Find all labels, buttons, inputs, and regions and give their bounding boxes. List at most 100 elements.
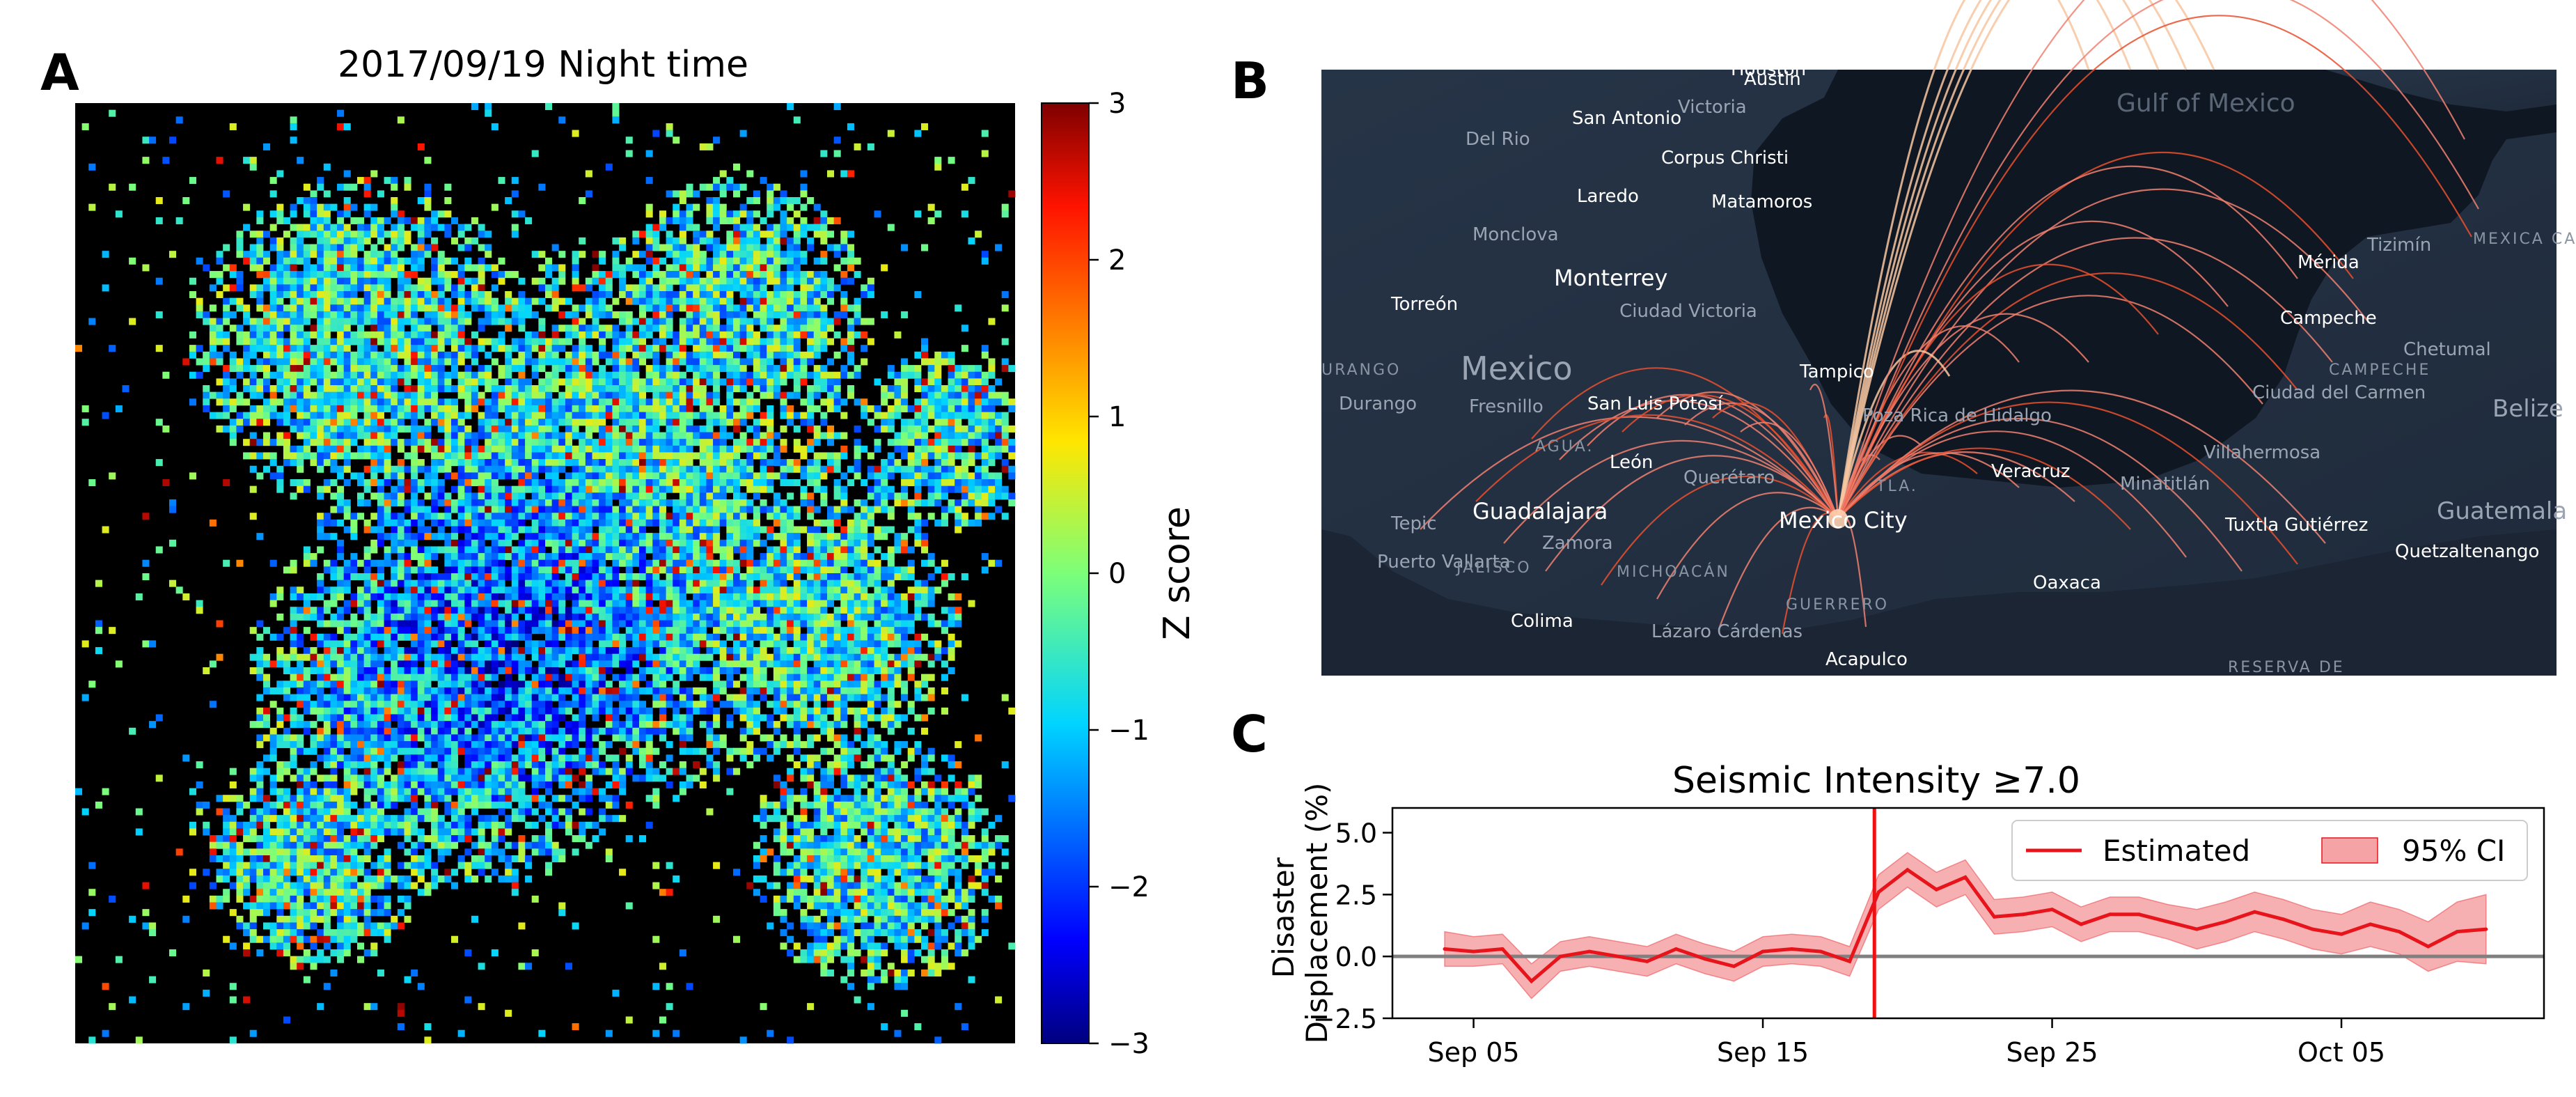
heatmap-cell [343, 479, 351, 487]
heatmap-cell [605, 566, 613, 574]
heatmap-cell [693, 499, 700, 506]
heatmap-cell [249, 338, 257, 345]
heatmap-cell [585, 398, 592, 406]
heatmap-cell [686, 203, 693, 211]
heatmap-cell [625, 150, 633, 157]
heatmap-cell [975, 472, 982, 480]
heatmap-cell [518, 365, 526, 373]
heatmap-cell [887, 365, 895, 373]
heatmap-cell [767, 479, 774, 487]
heatmap-cell [343, 452, 351, 460]
heatmap-cell [739, 513, 747, 520]
heatmap-cell [746, 566, 754, 574]
heatmap-cell [370, 311, 378, 318]
heatmap-cell [914, 405, 922, 412]
heatmap-cell [478, 559, 485, 567]
heatmap-cell [948, 479, 955, 487]
heatmap-cell [820, 579, 828, 587]
heatmap-cell [572, 472, 579, 480]
heatmap-cell [525, 485, 533, 493]
heatmap-cell [444, 445, 452, 453]
heatmap-cell [531, 419, 539, 426]
heatmap-cell [840, 533, 848, 540]
heatmap-cell [236, 237, 244, 244]
heatmap-cell [397, 539, 405, 547]
heatmap-cell [417, 318, 425, 325]
heatmap-cell [827, 425, 835, 433]
heatmap-cell [337, 519, 345, 527]
heatmap-cell [498, 385, 505, 393]
heatmap-cell [713, 533, 721, 540]
heatmap-cell [531, 506, 539, 513]
heatmap-cell [417, 231, 425, 238]
heatmap-cell [391, 203, 398, 211]
heatmap-cell [330, 432, 338, 439]
heatmap-cell [592, 371, 599, 379]
heatmap-cell [377, 485, 384, 493]
heatmap-cell [363, 519, 371, 527]
heatmap-cell [686, 190, 693, 198]
heatmap-cell [968, 452, 975, 460]
heatmap-cell [679, 492, 686, 500]
heatmap-cell [625, 546, 633, 554]
heatmap-cell [787, 539, 794, 547]
heatmap-cell [249, 231, 257, 238]
heatmap-cell [525, 506, 533, 513]
heatmap-cell [867, 573, 874, 581]
heatmap-cell [753, 277, 760, 285]
heatmap-cell [404, 593, 411, 600]
heatmap-cell [659, 257, 666, 265]
heatmap-cell [585, 479, 592, 487]
heatmap-cell [558, 465, 566, 473]
heatmap-cell [679, 593, 686, 600]
heatmap-cell [760, 465, 767, 473]
heatmap-cell [813, 331, 821, 339]
heatmap-cell [511, 492, 519, 500]
heatmap-cell [404, 177, 411, 185]
heatmap-cell [572, 365, 579, 373]
heatmap-cell [81, 405, 89, 412]
heatmap-cell [579, 445, 586, 453]
heatmap-cell [793, 224, 801, 231]
heatmap-cell [599, 425, 606, 433]
heatmap-cell [283, 257, 290, 265]
heatmap-cell [659, 371, 666, 379]
heatmap-cell [518, 586, 526, 594]
heatmap-cell [652, 472, 660, 480]
heatmap-cell [713, 224, 721, 231]
heatmap-cell [767, 244, 774, 251]
heatmap-cell [498, 331, 505, 339]
heatmap-cell [464, 318, 472, 325]
heatmap-cell [914, 485, 922, 493]
heatmap-cell [767, 553, 774, 561]
heatmap-cell [330, 224, 338, 231]
heatmap-cell [639, 519, 647, 527]
heatmap-cell [323, 291, 331, 299]
heatmap-cell [807, 338, 815, 345]
heatmap-cell [464, 553, 472, 561]
heatmap-cell [411, 425, 418, 433]
heatmap-cell [726, 573, 734, 581]
heatmap-cell [498, 485, 505, 493]
heatmap-cell [659, 506, 666, 513]
heatmap-cell [813, 318, 821, 325]
heatmap-cell [673, 217, 680, 224]
heatmap-cell [760, 338, 767, 345]
heatmap-cell [760, 325, 767, 332]
heatmap-cell [343, 271, 351, 279]
heatmap-cell [632, 405, 640, 412]
heatmap-cell [921, 586, 929, 594]
heatmap-cell [337, 499, 345, 506]
heatmap-cell [444, 385, 452, 393]
heatmap-cell [411, 419, 418, 426]
heatmap-cell [323, 559, 331, 567]
heatmap-cell [592, 506, 599, 513]
heatmap-cell [290, 566, 297, 574]
heatmap-cell [343, 439, 351, 446]
heatmap-cell [377, 425, 384, 433]
heatmap-cell [901, 485, 909, 493]
heatmap-cell [572, 499, 579, 506]
heatmap-cell [599, 277, 606, 285]
heatmap-cell [223, 412, 230, 419]
heatmap-cell [579, 237, 586, 244]
